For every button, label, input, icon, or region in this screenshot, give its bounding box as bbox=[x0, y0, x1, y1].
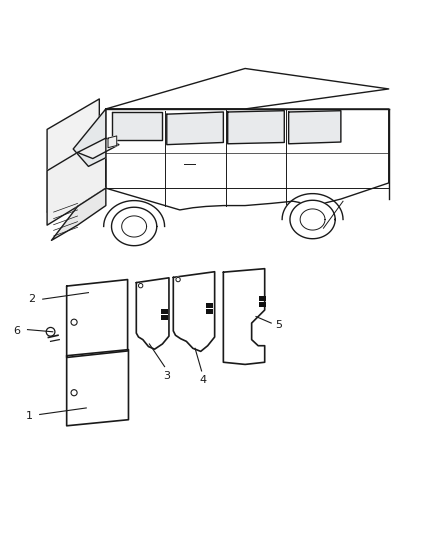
Circle shape bbox=[46, 327, 55, 336]
Bar bbox=[259, 302, 266, 307]
Circle shape bbox=[71, 390, 77, 396]
Polygon shape bbox=[113, 112, 162, 140]
Bar bbox=[161, 309, 168, 314]
Circle shape bbox=[71, 319, 77, 325]
Polygon shape bbox=[67, 279, 127, 358]
Text: 5: 5 bbox=[275, 320, 282, 330]
Polygon shape bbox=[106, 109, 389, 210]
Bar bbox=[206, 303, 213, 308]
Polygon shape bbox=[51, 188, 106, 240]
Text: 3: 3 bbox=[163, 371, 170, 381]
Bar bbox=[206, 309, 213, 314]
Polygon shape bbox=[73, 109, 106, 166]
Polygon shape bbox=[228, 111, 284, 144]
Polygon shape bbox=[136, 278, 169, 349]
Polygon shape bbox=[290, 200, 335, 239]
Polygon shape bbox=[47, 109, 106, 225]
Polygon shape bbox=[167, 112, 223, 144]
Bar bbox=[161, 315, 168, 320]
Text: 6: 6 bbox=[13, 326, 20, 336]
Circle shape bbox=[176, 277, 180, 282]
Text: 2: 2 bbox=[28, 294, 35, 304]
Circle shape bbox=[138, 284, 143, 288]
Polygon shape bbox=[67, 350, 128, 426]
Polygon shape bbox=[223, 269, 265, 365]
Polygon shape bbox=[112, 207, 157, 246]
Polygon shape bbox=[122, 216, 147, 237]
Polygon shape bbox=[47, 99, 99, 212]
Polygon shape bbox=[173, 272, 215, 351]
Polygon shape bbox=[300, 209, 325, 230]
Bar bbox=[259, 296, 266, 301]
Polygon shape bbox=[106, 68, 389, 109]
Text: 1: 1 bbox=[26, 411, 33, 421]
Polygon shape bbox=[78, 138, 119, 158]
Text: 4: 4 bbox=[199, 375, 206, 385]
Polygon shape bbox=[289, 111, 341, 144]
Polygon shape bbox=[108, 136, 117, 148]
